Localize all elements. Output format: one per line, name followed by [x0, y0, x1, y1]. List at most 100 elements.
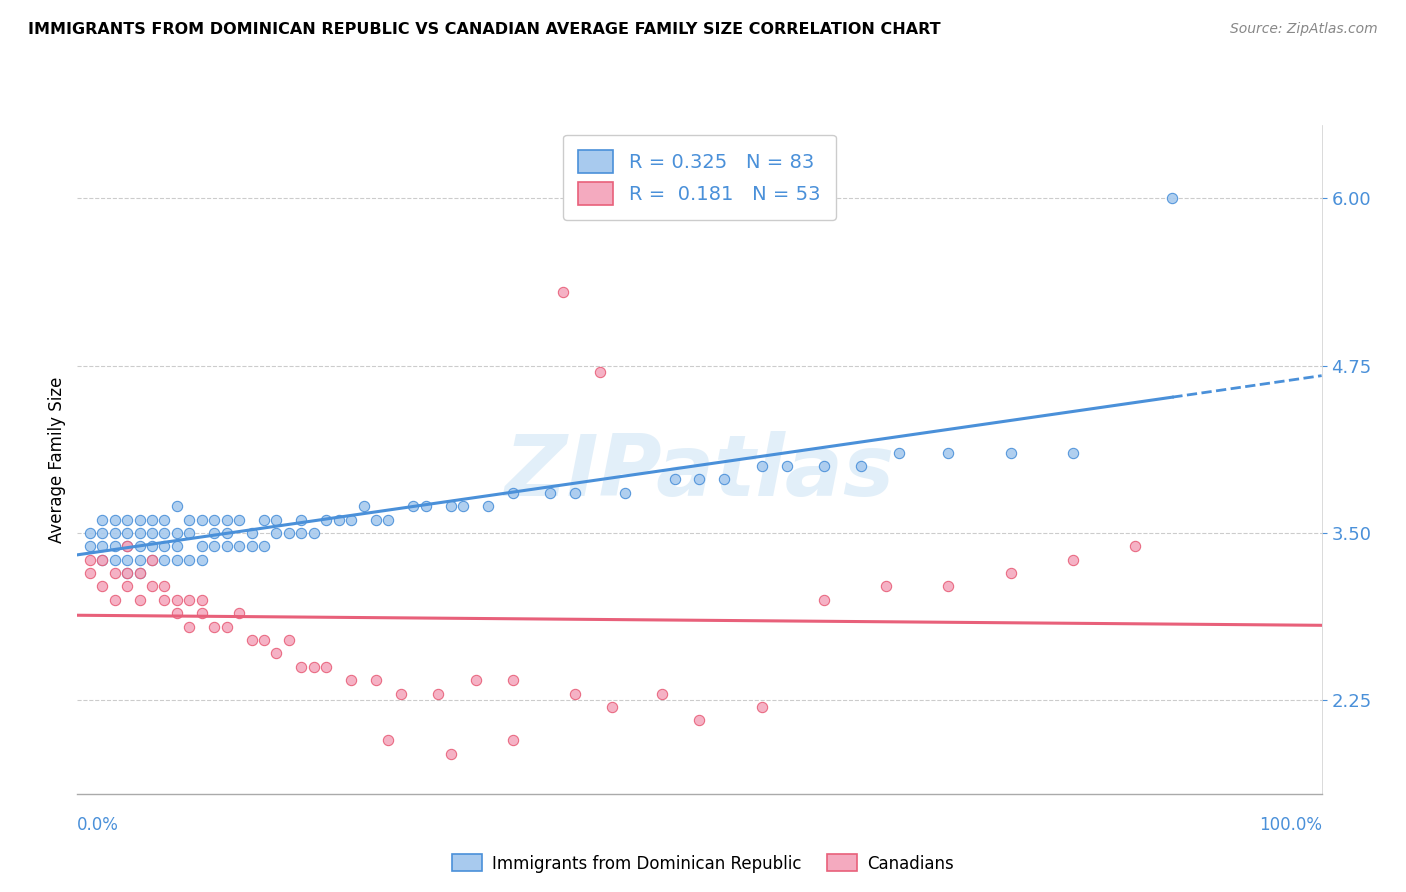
Point — [128, 512, 150, 526]
Text: IMMIGRANTS FROM DOMINICAN REPUBLIC VS CANADIAN AVERAGE FAMILY SIZE CORRELATION C: IMMIGRANTS FROM DOMINICAN REPUBLIC VS CA… — [28, 22, 941, 37]
Text: Source: ZipAtlas.com: Source: ZipAtlas.com — [1230, 22, 1378, 37]
Point — [240, 525, 263, 540]
Point — [290, 660, 312, 674]
Point — [651, 687, 673, 701]
Point — [689, 714, 711, 728]
Point — [851, 458, 873, 473]
Point — [166, 607, 188, 621]
Point — [153, 525, 176, 540]
Point — [340, 673, 363, 688]
Point — [179, 525, 201, 540]
Point — [353, 500, 375, 514]
Point — [91, 525, 114, 540]
Point — [364, 673, 387, 688]
Point — [938, 580, 960, 594]
Point — [302, 660, 325, 674]
Point — [751, 699, 773, 714]
Point — [91, 539, 114, 553]
Point — [713, 473, 735, 487]
Point — [179, 512, 201, 526]
Point — [266, 646, 288, 660]
Point — [141, 552, 163, 567]
Point — [290, 525, 312, 540]
Point — [451, 500, 474, 514]
Point — [215, 539, 238, 553]
Point — [179, 552, 201, 567]
Point — [502, 485, 524, 500]
Point — [202, 512, 225, 526]
Point — [104, 592, 127, 607]
Point — [290, 512, 312, 526]
Point — [191, 539, 214, 553]
Point — [1000, 446, 1022, 460]
Text: ZIPatlas: ZIPatlas — [505, 431, 894, 515]
Point — [775, 458, 797, 473]
Point — [340, 512, 363, 526]
Point — [202, 525, 225, 540]
Point — [91, 552, 114, 567]
Point — [215, 525, 238, 540]
Point — [104, 566, 127, 580]
Point — [415, 500, 437, 514]
Point — [377, 512, 399, 526]
Point — [115, 539, 138, 553]
Point — [191, 512, 214, 526]
Point — [179, 620, 201, 634]
Point — [1123, 539, 1146, 553]
Point — [115, 512, 138, 526]
Point — [79, 539, 101, 553]
Legend: R = 0.325   N = 83, R =  0.181   N = 53: R = 0.325 N = 83, R = 0.181 N = 53 — [562, 135, 837, 220]
Point — [240, 633, 263, 648]
Point — [315, 512, 337, 526]
Point — [240, 539, 263, 553]
Point — [91, 552, 114, 567]
Point — [813, 458, 835, 473]
Point — [215, 512, 238, 526]
Point — [128, 566, 150, 580]
Point — [104, 552, 127, 567]
Point — [128, 566, 150, 580]
Point — [128, 592, 150, 607]
Point — [1000, 566, 1022, 580]
Point — [440, 747, 463, 761]
Point — [377, 733, 399, 747]
Point — [153, 592, 176, 607]
Point — [79, 552, 101, 567]
Point — [887, 446, 910, 460]
Point — [104, 539, 127, 553]
Point — [166, 552, 188, 567]
Point — [153, 580, 176, 594]
Point — [664, 473, 686, 487]
Point — [502, 673, 524, 688]
Point — [115, 552, 138, 567]
Point — [1161, 192, 1184, 206]
Point — [166, 525, 188, 540]
Point — [875, 580, 897, 594]
Point — [166, 592, 188, 607]
Point — [551, 285, 574, 300]
Point — [191, 592, 214, 607]
Point — [440, 500, 463, 514]
Point — [191, 607, 214, 621]
Point — [79, 525, 101, 540]
Point — [1062, 446, 1084, 460]
Point — [364, 512, 387, 526]
Point — [277, 525, 299, 540]
Point — [166, 500, 188, 514]
Point — [266, 512, 288, 526]
Point — [751, 458, 773, 473]
Point — [266, 525, 288, 540]
Point — [141, 552, 163, 567]
Point — [538, 485, 561, 500]
Point — [115, 525, 138, 540]
Point — [464, 673, 486, 688]
Point — [502, 733, 524, 747]
Point — [128, 552, 150, 567]
Point — [166, 539, 188, 553]
Point — [128, 525, 150, 540]
Point — [477, 500, 499, 514]
Point — [813, 592, 835, 607]
Point — [253, 633, 276, 648]
Point — [153, 552, 176, 567]
Point — [202, 539, 225, 553]
